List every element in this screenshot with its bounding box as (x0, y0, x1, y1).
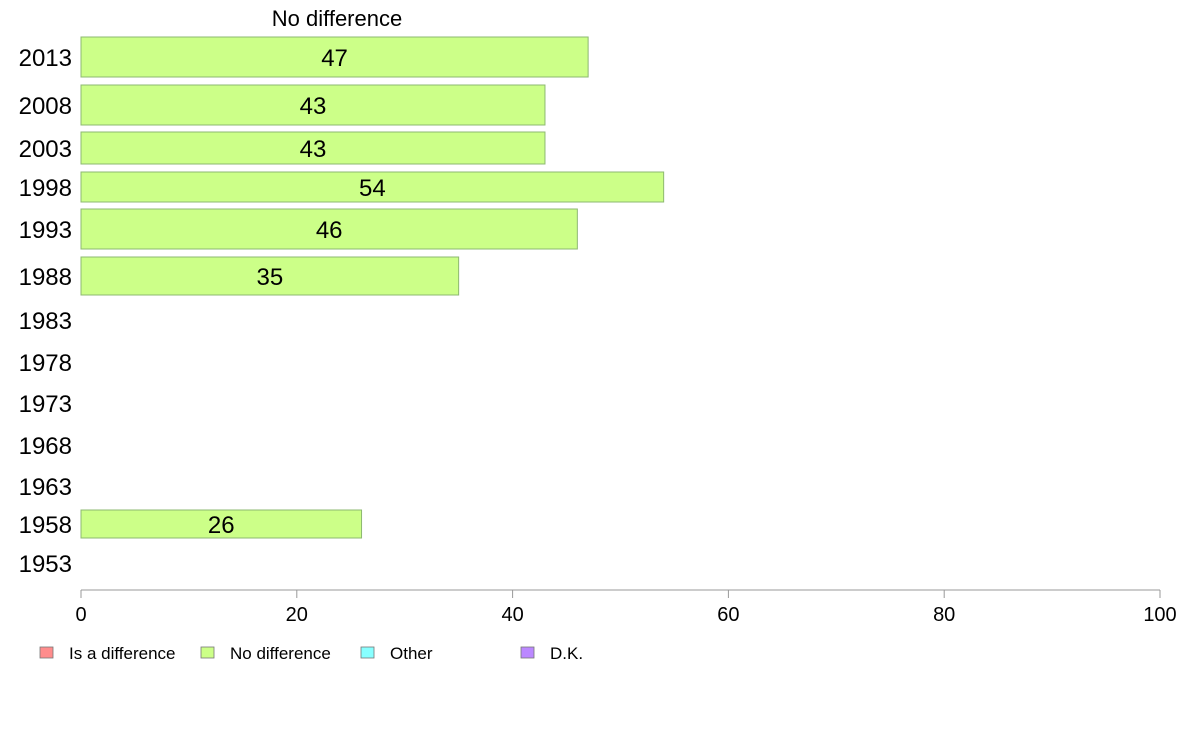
category-label: 1958 (19, 512, 72, 539)
category-label: 1968 (19, 433, 72, 460)
legend-label: D.K. (550, 644, 583, 663)
category-label: 1973 (19, 391, 72, 418)
category-label: 2008 (19, 93, 72, 120)
bar (80, 84, 546, 126)
x-ticks: 0 20 40 60 80 100 (75, 590, 1177, 626)
bar-value-label: 35 (256, 264, 283, 291)
category-label: 1988 (19, 264, 72, 291)
x-tick-label: 60 (717, 604, 739, 626)
legend-label: Other (390, 644, 433, 663)
bar (80, 208, 578, 250)
bar (80, 171, 665, 203)
legend-swatch (360, 646, 375, 659)
legend-swatch (39, 646, 54, 659)
category-label: 1963 (19, 474, 72, 501)
bar (80, 131, 546, 165)
bar (80, 36, 589, 78)
category-label: 1983 (19, 308, 72, 335)
x-tick-label: 80 (933, 604, 955, 626)
category-label: 1978 (19, 350, 72, 377)
x-tick-label: 40 (501, 604, 523, 626)
bar-value-label: 46 (316, 217, 343, 244)
bar-value-label: 54 (359, 175, 386, 202)
bar-value-label: 43 (300, 93, 327, 120)
bar (80, 256, 460, 296)
legend-swatch (200, 646, 215, 659)
legend-swatch (520, 646, 535, 659)
bar-value-label: 43 (300, 136, 327, 163)
bar-value-label: 47 (321, 45, 348, 72)
category-label: 1953 (19, 551, 72, 578)
bar-value-label: 26 (208, 512, 235, 539)
legend-label: Is a difference (69, 644, 175, 663)
category-label: 1993 (19, 217, 72, 244)
category-label: 2003 (19, 136, 72, 163)
category-labels: 2013 2008 2003 1998 1993 1988 1983 1978 1973 1968… (19, 45, 72, 578)
bar (80, 509, 363, 539)
bars-group (80, 36, 665, 539)
category-label: 2013 (19, 45, 72, 72)
x-tick-label: 0 (75, 604, 86, 626)
x-tick-label: 100 (1143, 604, 1176, 626)
x-tick-label: 20 (286, 604, 308, 626)
legend-label: No difference (230, 644, 331, 663)
category-label: 1998 (19, 175, 72, 202)
legend: Is a difference No difference Other D.K. (39, 644, 583, 663)
value-labels: 47 43 43 54 46 35 26 (208, 45, 386, 539)
chart-title: No difference (272, 6, 402, 31)
